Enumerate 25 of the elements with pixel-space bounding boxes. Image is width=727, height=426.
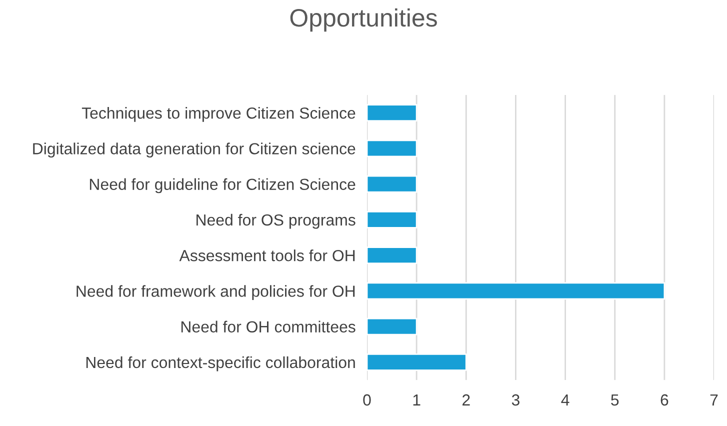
y-tick-label: Techniques to improve Citizen Science (82, 107, 356, 122)
bar (367, 210, 418, 228)
x-tick-label: 7 (710, 394, 718, 406)
chart-title: Opportunities (290, 8, 437, 32)
bar (367, 104, 418, 122)
x-tick-label: 6 (660, 394, 668, 406)
x-tick-label: 0 (363, 394, 371, 406)
x-tick-label: 4 (561, 394, 570, 406)
x-tick-label: 2 (462, 394, 470, 406)
y-tick-label: Need for OS programs (196, 214, 356, 229)
y-tick-label: Digitalized data generation for Citizen science (33, 142, 356, 158)
y-tick-label: Need for guideline for Citizen Science (90, 178, 356, 194)
bar (367, 175, 418, 193)
y-tick-label: Need for OH committees (181, 320, 356, 333)
y-tick-label: Assessment tools for OH (179, 250, 355, 262)
y-tick-label: Need for framework and policies for OH (76, 285, 355, 300)
bar (367, 140, 418, 158)
y-tick-label: Need for context-specific collaboration (86, 356, 355, 372)
x-tick-label: 1 (413, 394, 420, 406)
bar (367, 353, 467, 371)
bar (367, 318, 418, 336)
x-tick-label: 3 (512, 394, 520, 406)
x-tick-label: 5 (611, 394, 619, 406)
bar (367, 246, 418, 264)
bar (367, 282, 666, 300)
